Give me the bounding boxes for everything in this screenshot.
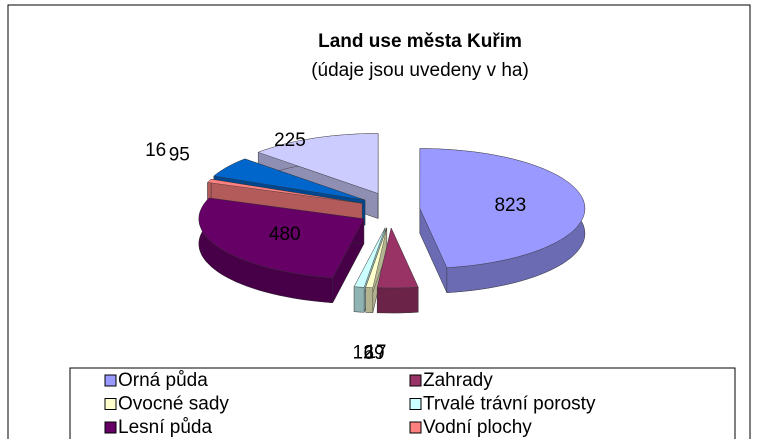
slice-top	[419, 148, 586, 268]
slice	[198, 197, 365, 304]
slice-top	[198, 197, 365, 279]
slice-top	[365, 227, 387, 288]
slice-top	[376, 227, 419, 289]
data-label: 69	[363, 343, 384, 364]
slice-top	[213, 158, 366, 201]
data-label: 480	[269, 224, 301, 245]
legend-swatch	[104, 374, 117, 387]
legend-label: Vodní plochy	[423, 417, 532, 438]
slice	[365, 227, 387, 313]
slice-side	[353, 286, 365, 313]
legend-box	[69, 367, 736, 439]
data-label: 225	[274, 130, 306, 151]
data-label: 12	[353, 342, 374, 363]
legend-label: Orná půda	[118, 370, 208, 391]
data-label: 823	[494, 195, 526, 216]
chart-border	[7, 4, 751, 439]
legend-swatch	[104, 421, 117, 434]
legend-swatch	[409, 374, 422, 387]
slice	[376, 227, 419, 314]
slice-top	[207, 178, 363, 204]
legend-label: Trvalé trávní porosty	[423, 394, 596, 415]
chart-subtitle: (údaje jsou uvedeny v ha)	[311, 60, 529, 81]
legend-swatch	[409, 421, 422, 434]
data-label: 17	[365, 342, 386, 363]
legend-label: Lesní půda	[118, 417, 212, 438]
chart-title: Land use města Kuřim	[318, 31, 522, 52]
legend-label: Zahrady	[423, 370, 493, 391]
slice	[419, 148, 586, 293]
data-label: 95	[169, 144, 190, 165]
slice-top	[257, 133, 379, 194]
legend-label: Ovocné sady	[118, 394, 229, 415]
legend-swatch	[104, 398, 117, 410]
slice-side	[377, 286, 419, 314]
legend-swatch	[409, 398, 422, 410]
slice-side	[365, 287, 373, 313]
data-label: 16	[145, 140, 166, 161]
slice-top	[353, 227, 386, 288]
